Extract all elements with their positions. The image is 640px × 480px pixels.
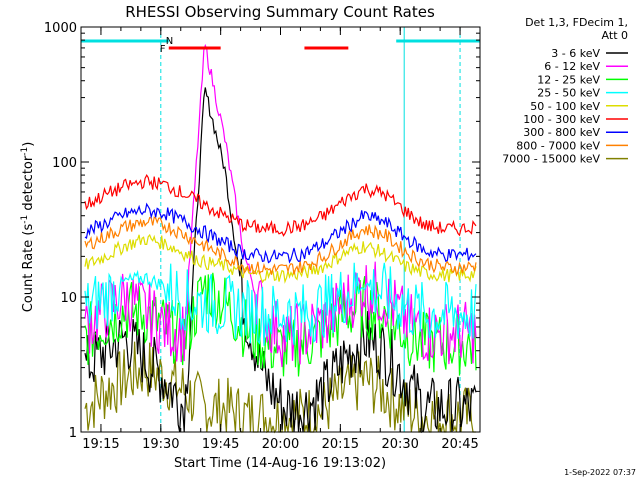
legend-header-0: Det 1,3, FDecim 1, xyxy=(525,16,628,29)
x-tick-label-3: 20:00 xyxy=(262,437,299,452)
series-line-6 xyxy=(84,202,477,264)
legend-label-4: 50 - 100 keV xyxy=(530,100,600,113)
x-tick-label-0: 19:15 xyxy=(82,437,119,452)
y-axis-title: Count Rate (s-1 detector-1) xyxy=(20,142,36,313)
series-line-0 xyxy=(84,87,477,434)
series-line-7 xyxy=(84,216,477,277)
legend-header-1: Att 0 xyxy=(602,29,628,42)
series-line-1 xyxy=(84,43,477,368)
x-tick-label-2: 19:45 xyxy=(202,437,239,452)
x-tick-label-1: 19:30 xyxy=(142,437,179,452)
series-line-4 xyxy=(84,233,477,284)
legend-label-1: 6 - 12 keV xyxy=(544,60,600,73)
x-tick-label-4: 20:15 xyxy=(322,437,359,452)
series-line-3 xyxy=(84,262,477,346)
x-axis-title: Start Time (14-Aug-16 19:13:02) xyxy=(174,456,386,471)
night-flag-label: N xyxy=(166,36,173,47)
y-tick-label-1: 10 xyxy=(60,291,77,306)
legend-label-0: 3 - 6 keV xyxy=(551,47,600,60)
flare-flag-label: F xyxy=(160,44,166,55)
y-axis: 1 10 100 1000 xyxy=(44,21,480,441)
x-tick-label-5: 20:30 xyxy=(381,437,418,452)
legend-label-3: 25 - 50 keV xyxy=(537,87,600,100)
x-tick-label-6: 20:45 xyxy=(441,437,478,452)
y-tick-label-3: 1000 xyxy=(44,21,77,36)
y-tick-label-2: 100 xyxy=(52,156,77,171)
legend-label-2: 12 - 25 keV xyxy=(537,73,600,86)
chart-title: RHESSI Observing Summary Count Rates xyxy=(125,3,435,21)
legend-label-5: 100 - 300 keV xyxy=(523,113,600,126)
y-tick-label-0: 1 xyxy=(69,426,77,441)
legend-label-8: 7000 - 15000 keV xyxy=(502,153,600,166)
x-axis: 19:15 19:30 19:45 20:00 20:15 20:30 20:45 xyxy=(80,27,481,452)
legend-label-7: 800 - 7000 keV xyxy=(516,139,600,152)
series-line-5 xyxy=(84,174,477,237)
legend-label-6: 300 - 800 keV xyxy=(523,126,600,139)
date-stamp: 1-Sep-2022 07:37 xyxy=(564,468,636,477)
